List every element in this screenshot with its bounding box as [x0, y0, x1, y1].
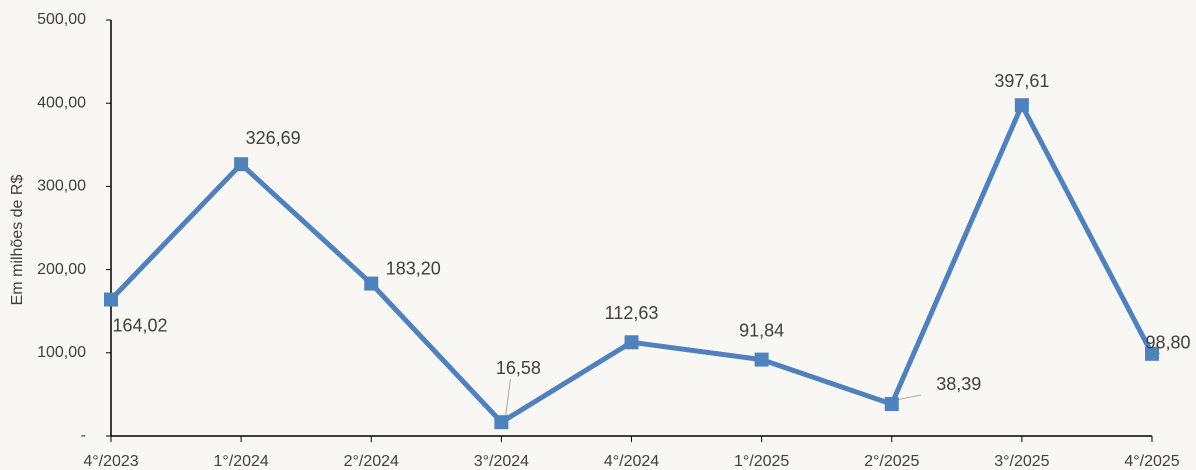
marker [364, 276, 379, 291]
y-tick-label: - [81, 427, 86, 444]
y-tick-label: 100,00 [37, 344, 86, 361]
data-label: 98,80 [1145, 333, 1190, 353]
data-label: 38,39 [936, 374, 981, 394]
data-label: 326,69 [246, 128, 301, 148]
x-tick-label: 4°/2024 [604, 453, 659, 470]
marker [1014, 98, 1029, 113]
marker [1145, 346, 1159, 361]
data-label: 112,63 [605, 303, 659, 323]
y-tick-label: 400,00 [37, 94, 86, 111]
marker [234, 157, 249, 172]
x-tick-label: 3°/2025 [994, 453, 1049, 470]
data-label: 183,20 [386, 258, 441, 278]
leader-line [504, 379, 511, 419]
x-tick-label: 1°/2024 [213, 453, 268, 470]
y-tick-label: 500,00 [37, 11, 86, 28]
x-tick-label: 4°/2023 [83, 453, 138, 470]
data-label: 91,84 [739, 320, 784, 340]
marker [494, 415, 509, 430]
y-axis-label: Em milhões de R$ [9, 175, 26, 306]
x-tick-label: 1°/2025 [734, 453, 789, 470]
leader-line [895, 394, 921, 401]
marker [624, 335, 639, 350]
marker [754, 352, 769, 367]
series-line [109, 102, 1155, 425]
marker [884, 397, 899, 412]
data-label: 16,58 [496, 358, 541, 378]
x-tick-label: 2°/2025 [864, 453, 919, 470]
marker [104, 292, 118, 307]
y-tick-label: 300,00 [37, 178, 86, 195]
x-tick-label: 3°/2024 [474, 453, 529, 470]
data-label: 397,61 [994, 71, 1049, 91]
x-tick-label: 2°/2024 [344, 453, 399, 470]
x-tick-label: 4°/2025 [1124, 453, 1179, 470]
data-label: 164,02 [112, 315, 167, 335]
y-tick-label: 200,00 [37, 261, 86, 278]
